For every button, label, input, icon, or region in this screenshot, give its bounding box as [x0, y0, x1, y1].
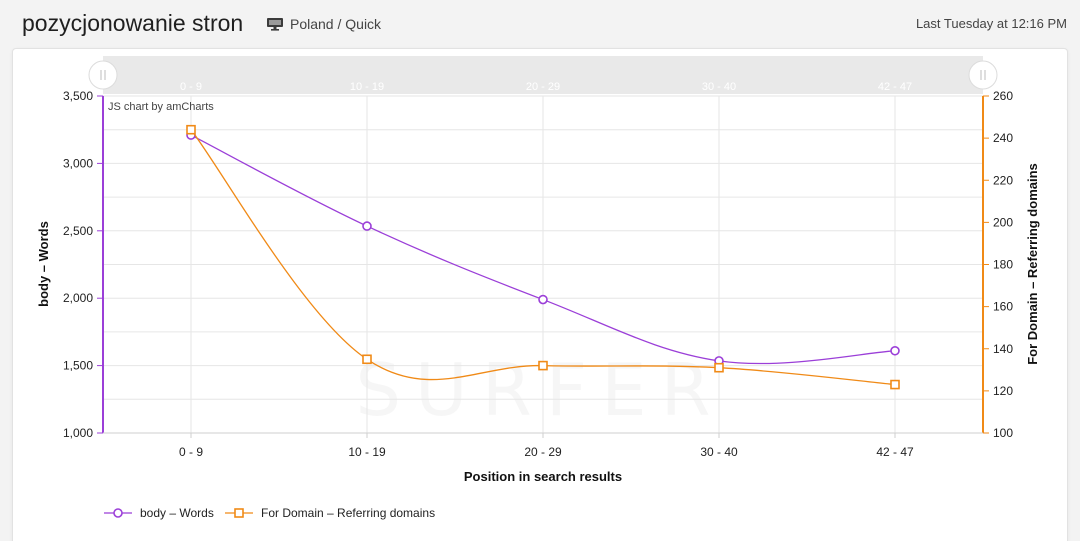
y-axis-left-title: body – Words	[36, 221, 51, 307]
y-right-tick-label: 120	[993, 384, 1013, 398]
scrollbar-label: 42 - 47	[878, 81, 912, 93]
y-right-tick-label: 100	[993, 426, 1013, 440]
series-referring-domains	[186, 124, 900, 390]
scrollbar-label: 20 - 29	[526, 81, 560, 93]
surfer-watermark: SURFER	[355, 348, 724, 432]
legend-item-referring-domains[interactable]: For Domain – Referring domains	[225, 506, 435, 520]
watermark-text: SURFER	[355, 348, 724, 432]
chart-scrollbar[interactable]: 0 - 9 10 - 19 20 - 29 30 - 40 42 - 47	[88, 56, 998, 94]
data-point[interactable]	[538, 294, 548, 305]
region-selector[interactable]: Poland / Quick	[266, 16, 381, 32]
x-tick-label: 42 - 47	[876, 445, 914, 459]
data-point[interactable]	[714, 362, 724, 373]
timestamp: Last Tuesday at 12:16 PM	[915, 16, 1067, 31]
scrollbar-handle-left[interactable]	[88, 60, 118, 90]
region-label: Poland / Quick	[290, 16, 382, 32]
data-point[interactable]	[362, 354, 372, 365]
x-tick-label: 20 - 29	[524, 445, 562, 459]
data-point[interactable]	[362, 221, 372, 231]
data-point[interactable]	[890, 379, 900, 390]
y-left-tick-label: 1,000	[63, 426, 93, 440]
y-left-tick-label: 2,500	[63, 224, 93, 238]
y-right-tick-label: 140	[993, 342, 1013, 356]
x-tick-label: 30 - 40	[700, 445, 738, 459]
legend-label: body – Words	[140, 506, 214, 520]
monitor-icon	[267, 18, 283, 31]
axes: 1,000 1,500 2,000 2,500 3,000 3,500 100 120 140 1…	[63, 89, 1013, 459]
y-left-tick-label: 3,000	[63, 156, 93, 170]
scrollbar-track[interactable]	[103, 56, 983, 94]
y-right-tick-label: 180	[993, 258, 1013, 272]
scrollbar-label: 0 - 9	[180, 81, 202, 93]
y-right-tick-label: 160	[993, 300, 1013, 314]
y-left-tick-label: 1,500	[63, 359, 93, 373]
y-right-tick-label: 260	[993, 89, 1013, 103]
y-left-tick-label: 2,000	[63, 291, 93, 305]
series-line	[190, 129, 896, 386]
legend-item-body-words[interactable]: body – Words	[104, 506, 214, 520]
legend[interactable]: body – Words For Domain – Referring domai…	[104, 506, 435, 520]
data-point[interactable]	[890, 345, 900, 356]
x-tick-label: 0 - 9	[179, 445, 203, 459]
y-right-tick-label: 240	[993, 131, 1013, 145]
grid	[103, 95, 983, 434]
legend-marker	[113, 508, 123, 518]
data-point[interactable]	[538, 360, 548, 371]
y-right-tick-label: 220	[993, 173, 1013, 187]
scrollbar-handle-right[interactable]	[968, 60, 998, 90]
y-left-tick-label: 3,500	[63, 89, 93, 103]
scrollbar-label: 30 - 40	[702, 81, 736, 93]
legend-marker	[234, 508, 244, 518]
series	[186, 124, 900, 390]
page-title: pozycjonowanie stron	[22, 10, 244, 36]
scrollbar-label: 10 - 19	[350, 81, 384, 93]
x-tick-label: 10 - 19	[348, 445, 386, 459]
data-point[interactable]	[186, 124, 196, 135]
x-axis-title: Position in search results	[464, 469, 622, 484]
page-header: pozycjonowanie stron Poland / Quick Last…	[0, 0, 1080, 50]
chart-credit[interactable]: JS chart by amCharts	[108, 101, 214, 113]
series-body-words	[186, 130, 900, 366]
legend-label: For Domain – Referring domains	[261, 506, 435, 520]
y-axis-right-title: For Domain – Referring domains	[1025, 163, 1040, 365]
y-right-tick-label: 200	[993, 215, 1013, 229]
